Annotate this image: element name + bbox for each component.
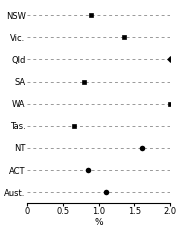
X-axis label: %: % [94, 218, 103, 227]
